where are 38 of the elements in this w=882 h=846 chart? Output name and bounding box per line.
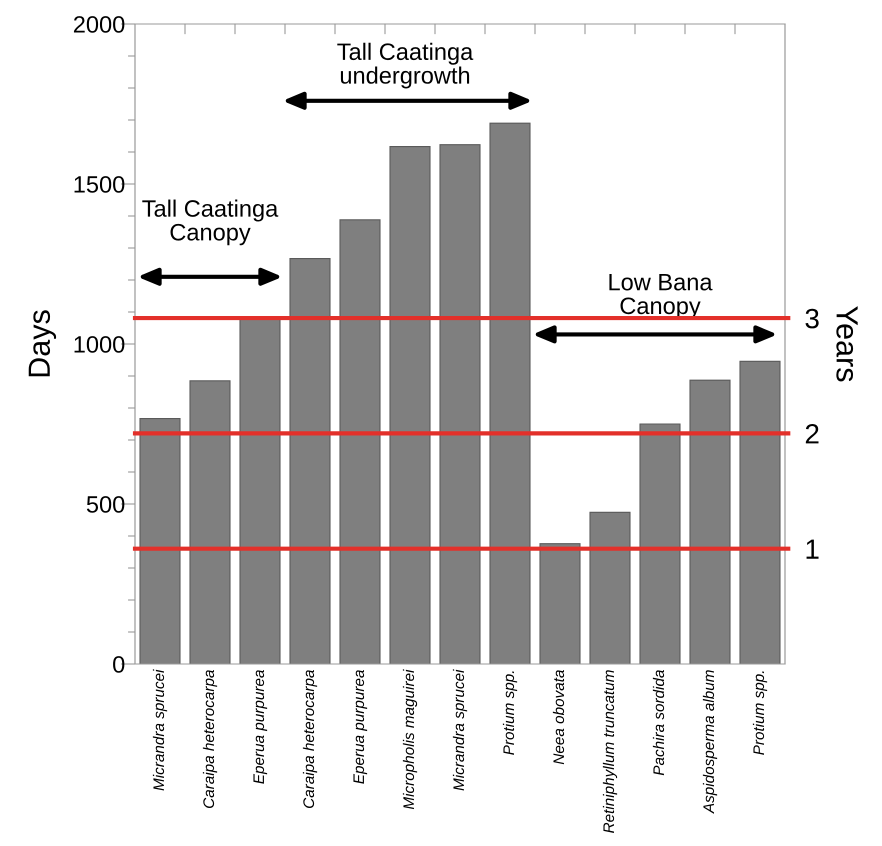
bar bbox=[539, 543, 581, 664]
x-tick-label: Pachira sordida bbox=[652, 670, 664, 776]
annotation: Tall Caatinga undergrowth bbox=[337, 42, 474, 88]
x-tick-label: Eperua purpurea bbox=[253, 670, 268, 784]
x-tick-label: Caraipa heterocarpa bbox=[202, 670, 218, 808]
x-tick-label: Protium spp. bbox=[752, 671, 768, 755]
x-tick-label: Caraipa heterocarpa bbox=[302, 670, 318, 808]
bar bbox=[689, 380, 731, 664]
y-tick-label: 1000 bbox=[74, 336, 124, 353]
bar bbox=[189, 380, 231, 664]
x-tick-label: Eperua purpurea bbox=[353, 670, 368, 784]
bar bbox=[739, 360, 781, 664]
bar bbox=[489, 122, 531, 664]
bar bbox=[439, 144, 481, 664]
x-tick-label: Retiniphyllum truncatum bbox=[602, 670, 618, 833]
y-tick-label: 0 bbox=[113, 656, 124, 673]
x-tick-label: Neea obovata bbox=[552, 670, 564, 764]
y2-tick-label: 3 bbox=[806, 308, 819, 328]
annotation: Low Bana Canopy bbox=[609, 274, 713, 319]
y-tick-label: 500 bbox=[86, 496, 124, 513]
bar bbox=[139, 418, 181, 664]
annotation: Tall Caatinga Canopy bbox=[142, 200, 278, 246]
x-tick-label: Micrandra sprucei bbox=[152, 669, 168, 790]
y2-tick-label: 1 bbox=[806, 540, 819, 559]
y2-axis-title: Years bbox=[836, 306, 858, 382]
x-tick-label: Micrandra sprucei bbox=[452, 669, 468, 790]
x-tick-label: Protium spp. bbox=[502, 671, 518, 755]
bar bbox=[639, 423, 681, 664]
bar bbox=[289, 258, 331, 664]
y2-tick-label: 2 bbox=[806, 424, 818, 444]
x-tick-label: Aspidosperma album bbox=[702, 670, 718, 814]
y-tick-label: 1500 bbox=[74, 176, 124, 193]
bar bbox=[389, 146, 431, 664]
bar bbox=[339, 219, 381, 664]
bar bbox=[589, 512, 631, 664]
y-tick-label: 2000 bbox=[74, 16, 124, 33]
x-tick-label: Micropholis maguirei bbox=[402, 669, 418, 810]
y-axis-title: Days bbox=[28, 310, 56, 376]
